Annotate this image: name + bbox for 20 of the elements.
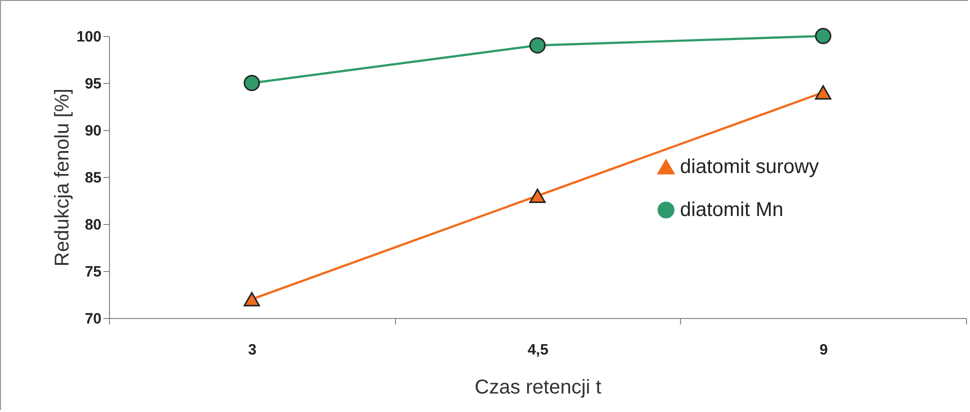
- point: [244, 292, 260, 306]
- y-tick-label: 80: [84, 216, 102, 234]
- x-tick-label: 3: [248, 342, 257, 358]
- legend-label: diatomit surowy: [680, 156, 819, 178]
- x-axis-title: Czas retencji t: [474, 376, 602, 398]
- y-axis-title: Redukcja fenolu [%]: [51, 88, 74, 266]
- x-tick-label: 9: [819, 342, 828, 358]
- point: [529, 188, 546, 203]
- point: [815, 85, 832, 100]
- legend-label: diatomit Mn: [680, 199, 784, 221]
- y-tick-label: 85: [84, 170, 102, 186]
- y-tick-label: 75: [84, 264, 102, 280]
- x-tick-label: 4,5: [528, 342, 548, 358]
- point: [529, 37, 546, 54]
- y-tick-label: 90: [84, 122, 102, 140]
- y-tick-label: 95: [84, 76, 102, 92]
- y-tick-label: 70: [84, 310, 102, 328]
- y-tick-label: 100: [76, 28, 102, 46]
- point: [815, 28, 832, 44]
- point: [244, 74, 260, 92]
